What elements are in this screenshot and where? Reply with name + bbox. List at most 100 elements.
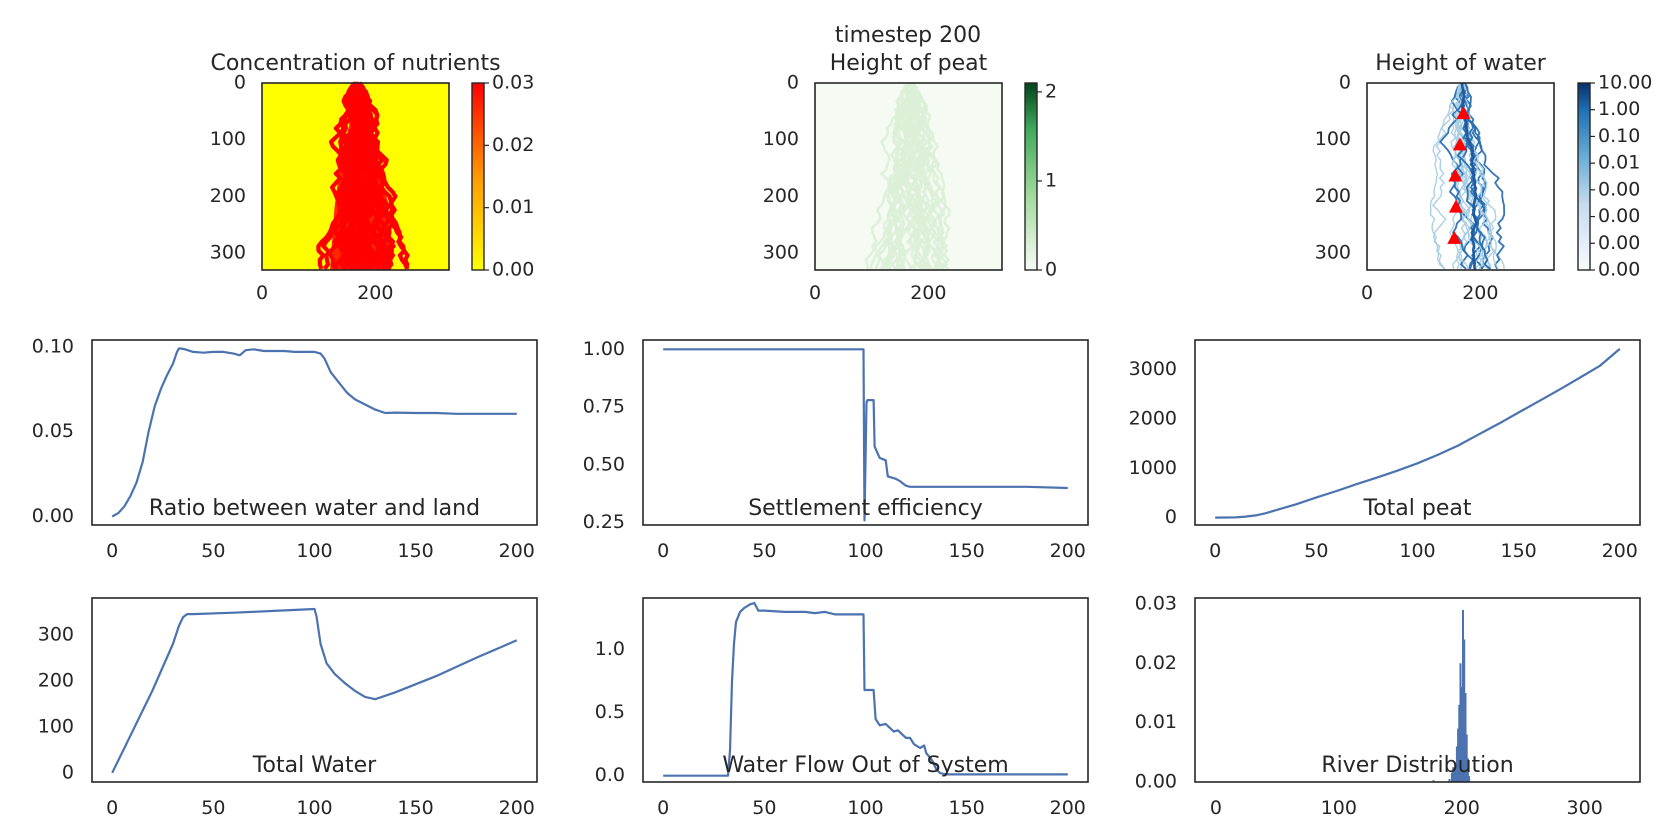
colorbar-tick-label: 1.00 (1598, 98, 1640, 120)
plot-area (111, 347, 517, 518)
river-strand (1459, 82, 1505, 270)
x-tick-label: 100 (1321, 797, 1357, 819)
histogram-bar (1464, 693, 1467, 782)
marker-triangle (1448, 199, 1463, 213)
x-tick-label: 200 (357, 282, 393, 304)
histogram-bar (1455, 746, 1458, 782)
y-tick-label: 0.10 (32, 335, 74, 357)
colorbar-tick-label: 1 (1045, 169, 1057, 191)
plot-area (1432, 609, 1471, 782)
y-tick-label: 0.03 (1135, 592, 1177, 614)
marker-triangle (1447, 230, 1462, 244)
x-tick-label: 200 (499, 797, 535, 819)
y-tick-label: 100 (38, 715, 74, 737)
series-line (1215, 348, 1621, 519)
river-strand (882, 82, 915, 270)
x-tick-label: 100 (1399, 540, 1435, 562)
axes-frame (1194, 339, 1641, 526)
plot-area (663, 348, 1068, 522)
y-tick-label: 300 (38, 623, 74, 645)
histogram-bar (1468, 776, 1471, 782)
series-line (111, 347, 517, 518)
y-tick-label: 0.0 (595, 764, 625, 786)
histogram-bar (1463, 639, 1466, 782)
series-line (111, 607, 518, 774)
river-strand (1432, 82, 1465, 270)
y-tick-label: 0 (1165, 506, 1177, 528)
y-tick-label: 0.00 (32, 505, 74, 527)
y-tick-label: 100 (763, 128, 799, 150)
panel-title: Ratio between water and land (149, 496, 480, 521)
marker-triangle (1456, 106, 1471, 120)
x-tick-label: 300 (1567, 797, 1603, 819)
y-tick-label: 1.0 (595, 638, 625, 660)
plot-area (1215, 348, 1621, 519)
heatmap-panel: Height of peat 0 100 200 300 0 200 0 1 2 (763, 51, 1057, 304)
panel-title: River Distribution (1321, 753, 1513, 778)
heatmap-frame (1366, 82, 1555, 271)
colorbar-tick-label: 0.00 (1598, 259, 1640, 281)
marker-triangle (1448, 168, 1463, 182)
x-tick-label: 100 (847, 540, 883, 562)
y-tick-label: 0.50 (583, 453, 625, 475)
river-strand (911, 82, 941, 270)
histogram-bar (1459, 663, 1462, 782)
axes-frame (91, 339, 538, 526)
axes-frame (91, 597, 538, 783)
colorbar-tick-label: 2 (1045, 80, 1057, 102)
axes-frame (1194, 597, 1641, 783)
panel-title: Water Flow Out of System (722, 753, 1008, 778)
x-tick-label: 200 (499, 540, 535, 562)
y-tick-label: 100 (210, 128, 246, 150)
histogram-bar (1453, 770, 1456, 782)
x-tick-label: 200 (910, 282, 946, 304)
y-tick-label: 0.02 (1135, 652, 1177, 674)
x-tick-label: 200 (1444, 797, 1480, 819)
x-tick-label: 0 (1209, 540, 1221, 562)
heatmap-panel: Height of water 0 100 200 300 0 200 10.00 1.00 0.… (1315, 51, 1653, 304)
colorbar (1577, 82, 1591, 271)
panel-title: Height of peat (830, 51, 988, 76)
heatmap-frame (261, 82, 450, 271)
x-tick-label: 150 (398, 797, 434, 819)
y-tick-label: 100 (1315, 128, 1351, 150)
x-tick-label: 0 (657, 797, 669, 819)
x-tick-label: 50 (752, 797, 776, 819)
histogram-bar (1458, 704, 1461, 782)
y-tick-label: 200 (1315, 185, 1351, 207)
y-tick-label: 300 (1315, 242, 1351, 264)
colorbar-tick-label: 0.03 (492, 72, 534, 94)
colorbar-tick-label: 0.02 (492, 134, 534, 156)
line-panel: Settlement efficiency 0 50 100 150 200 0.25 0.5… (583, 338, 1089, 562)
colorbar-tick-label: 10.00 (1598, 72, 1652, 94)
histogram-bar (1466, 758, 1469, 782)
figure-suptitle: timestep 200 (835, 23, 981, 48)
colorbar-tick-label: 0.00 (1598, 178, 1640, 200)
panel-title: Total peat (1363, 496, 1472, 521)
x-tick-label: 0 (1361, 282, 1373, 304)
x-tick-label: 100 (296, 540, 332, 562)
histogram-bar (1457, 728, 1460, 782)
line-panel: Ratio between water and land 0 50 100 150 200… (32, 335, 538, 562)
y-tick-label: 0.05 (32, 420, 74, 442)
colorbar-tick-label: 0.00 (1598, 205, 1640, 227)
panel-title: Height of water (1375, 51, 1547, 76)
y-tick-label: 0.5 (595, 701, 625, 723)
y-tick-label: 200 (210, 185, 246, 207)
river-field (864, 82, 951, 270)
series-line (663, 601, 1068, 777)
x-tick-label: 100 (296, 797, 332, 819)
river-strand (892, 82, 921, 270)
colorbar (471, 82, 485, 271)
panel-title: Total Water (252, 753, 377, 778)
y-tick-label: 0.25 (583, 511, 625, 533)
x-tick-label: 0 (1210, 797, 1222, 819)
y-tick-label: 300 (763, 242, 799, 264)
colorbar-tick-label: 0.10 (1598, 125, 1640, 147)
panel-title: Concentration of nutrients (210, 51, 500, 76)
river-strand (358, 81, 410, 270)
series-line (663, 348, 1068, 522)
plot-area (663, 601, 1068, 777)
colorbar-tick-label: 0.01 (492, 196, 534, 218)
y-tick-label: 2000 (1129, 407, 1177, 429)
